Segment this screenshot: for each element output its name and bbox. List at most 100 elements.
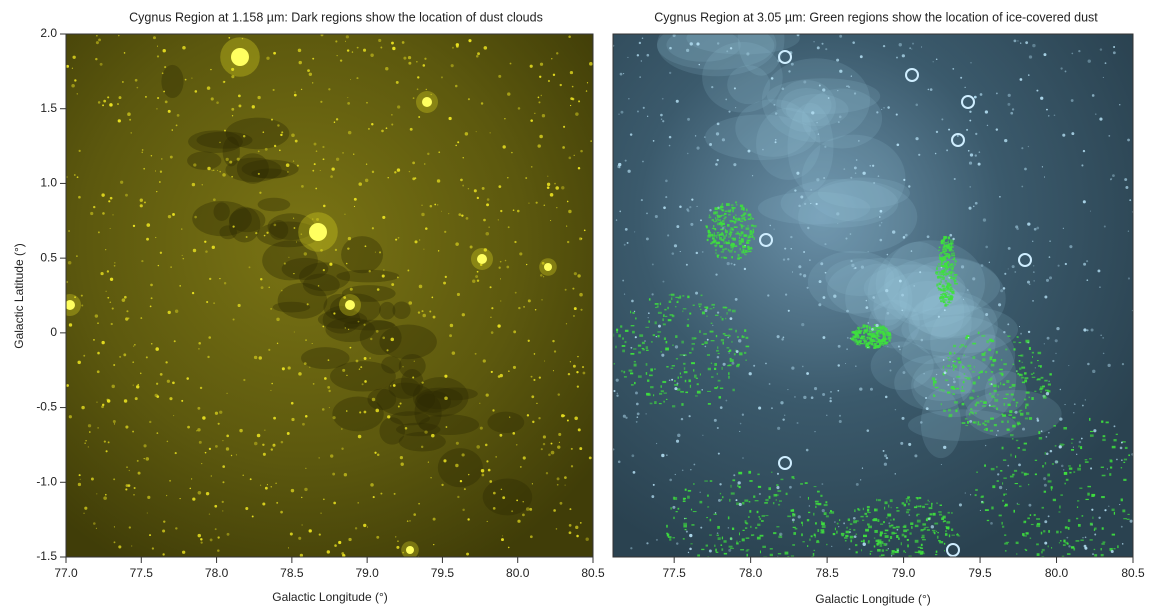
star (729, 352, 730, 353)
star (821, 483, 823, 485)
star (996, 128, 998, 130)
star (95, 58, 97, 60)
star (304, 488, 307, 491)
star (346, 35, 349, 38)
ice-patch (1063, 540, 1065, 543)
star (1055, 353, 1056, 354)
star (809, 505, 810, 506)
ice-patch (882, 342, 883, 344)
star (728, 111, 730, 113)
ice-patch (945, 379, 948, 381)
ice-patch (857, 337, 859, 339)
star (358, 435, 362, 439)
star (775, 112, 778, 115)
ice-patch (1032, 352, 1034, 354)
star (151, 155, 152, 156)
star (676, 542, 678, 544)
ice-patch (890, 536, 892, 539)
star (320, 101, 322, 103)
star (96, 493, 97, 494)
star (837, 364, 839, 366)
ice-patch (891, 525, 894, 527)
ice-patch (940, 294, 941, 295)
star (637, 416, 639, 418)
star (563, 126, 565, 128)
star (543, 435, 546, 438)
star (66, 384, 69, 387)
star (224, 282, 226, 284)
ice-patch (724, 213, 726, 215)
star (362, 383, 364, 385)
star (191, 77, 192, 78)
ice-patch (746, 337, 749, 339)
star (1024, 168, 1027, 171)
star (369, 358, 370, 359)
ice-patch (749, 214, 752, 216)
star (731, 263, 733, 265)
ice-patch (746, 346, 750, 348)
star (191, 478, 192, 479)
ice-patch (998, 385, 999, 387)
star (903, 179, 905, 181)
ice-patch (1036, 379, 1037, 380)
star (633, 471, 636, 474)
ice-patch (1001, 414, 1003, 415)
ice-patch (1087, 486, 1091, 487)
star (905, 234, 908, 237)
star (271, 383, 273, 385)
ice-patch (773, 502, 774, 504)
ice-patch (920, 559, 921, 560)
star (451, 64, 454, 67)
star (944, 309, 946, 311)
ice-patch (675, 335, 677, 338)
star (408, 56, 411, 59)
star (470, 245, 473, 248)
star (1116, 459, 1118, 461)
star (334, 544, 337, 547)
star (110, 278, 113, 281)
star (88, 424, 91, 427)
star (157, 97, 159, 99)
star (620, 73, 623, 76)
ice-patch (634, 361, 636, 362)
ice-patch (1031, 524, 1034, 525)
star (215, 445, 218, 448)
ice-patch (615, 346, 616, 349)
ice-patch (943, 410, 946, 412)
star (307, 303, 309, 305)
ice-patch (944, 270, 947, 272)
ice-patch (692, 348, 694, 351)
ice-patch (746, 523, 748, 525)
ice-patch (907, 496, 910, 498)
ice-patch (947, 302, 950, 303)
ice-patch (939, 271, 943, 273)
star (462, 185, 464, 187)
star (1028, 146, 1029, 147)
star (1099, 117, 1102, 120)
star (1027, 281, 1030, 284)
ice-patch (729, 499, 730, 502)
ice-patch (982, 358, 985, 361)
star (579, 447, 582, 450)
star (96, 528, 97, 529)
ice-patch (1136, 483, 1140, 485)
ice-patch (721, 232, 723, 234)
ice-patch (821, 522, 825, 525)
star (733, 474, 735, 476)
ice-patch (877, 334, 880, 335)
star (341, 428, 342, 429)
star (929, 501, 930, 502)
star (1028, 504, 1031, 507)
ice-patch (918, 550, 922, 553)
star (156, 108, 157, 109)
star (544, 204, 546, 206)
star (824, 243, 826, 245)
x-tick-label: 77.0 (54, 566, 78, 580)
ice-patch (883, 557, 886, 559)
star (207, 356, 209, 358)
star (490, 317, 491, 318)
star (794, 396, 795, 397)
star (1066, 537, 1068, 539)
star (1048, 381, 1050, 383)
ice-patch (956, 388, 959, 390)
